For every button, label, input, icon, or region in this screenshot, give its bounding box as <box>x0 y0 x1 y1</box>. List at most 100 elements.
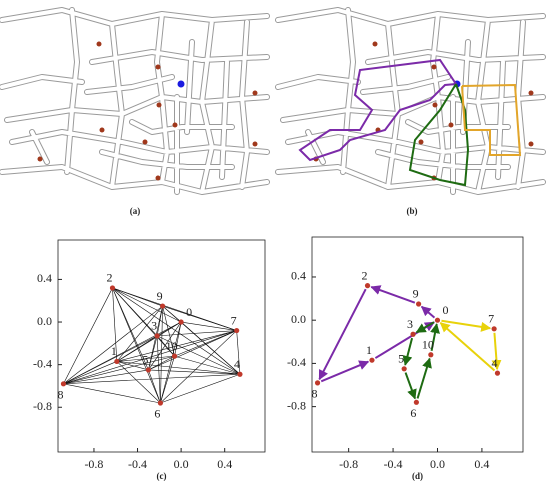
node-label: 7 <box>231 313 237 327</box>
node-label: 8 <box>312 387 318 401</box>
node-label: 1 <box>366 343 372 357</box>
edge <box>63 330 237 385</box>
node <box>114 358 120 365</box>
node <box>234 327 240 334</box>
node <box>410 331 416 337</box>
node <box>413 399 419 405</box>
node <box>369 357 375 363</box>
map-a <box>2 10 267 192</box>
edge <box>157 330 237 337</box>
edge <box>112 287 175 357</box>
node-label: 2 <box>362 268 368 282</box>
plot-frame <box>311 236 524 453</box>
edge <box>112 287 182 323</box>
panel-caption: (c) <box>157 471 167 481</box>
route-edge <box>420 305 436 319</box>
node-label: 5 <box>398 352 404 366</box>
node <box>145 367 152 373</box>
node <box>157 400 164 406</box>
route-edge <box>370 285 416 304</box>
route-edge <box>441 319 492 332</box>
node <box>416 301 422 307</box>
node <box>159 303 166 309</box>
x-tick-label: -0.4 <box>128 457 147 471</box>
edge <box>116 361 161 404</box>
edge <box>148 330 237 371</box>
x-tick-label: 0.0 <box>430 457 445 471</box>
node <box>491 326 497 332</box>
node-label: 10 <box>422 338 434 352</box>
y-tick-label: 0.0 <box>37 314 52 328</box>
edge <box>181 321 237 331</box>
node <box>314 380 321 386</box>
plot: -0.8 -0.4 0.0 0.4 0.4 0.0 -0.4 -0.8 (d) 0 1 2 3 4 5 6 7 8… <box>287 236 524 481</box>
edge <box>162 305 237 331</box>
x-tick-label: 0.0 <box>174 457 189 471</box>
x-tick-label: -0.8 <box>339 457 358 471</box>
edge <box>160 321 182 404</box>
edge <box>116 330 237 362</box>
edge <box>160 373 241 404</box>
edge <box>63 287 113 384</box>
y-tick-label: -0.4 <box>33 356 52 370</box>
node-label: 1 <box>111 344 117 358</box>
node-label: 0 <box>442 303 448 317</box>
route-edge <box>491 332 502 371</box>
edge <box>112 287 161 404</box>
node-label: 0 <box>186 305 192 319</box>
edge <box>148 305 163 371</box>
node <box>60 381 67 387</box>
node <box>237 371 243 377</box>
map-b <box>278 10 543 192</box>
node <box>401 366 407 372</box>
plot-frame <box>57 239 266 453</box>
edge <box>112 287 241 375</box>
edge <box>160 356 175 404</box>
node-label: 8 <box>57 388 63 402</box>
route-edge <box>416 357 432 399</box>
panel-caption: (b) <box>407 206 418 216</box>
edge <box>116 361 240 375</box>
edge <box>148 369 240 375</box>
route-edge <box>430 323 440 352</box>
x-tick-label: 0.4 <box>217 457 232 471</box>
node <box>494 370 501 376</box>
edge <box>160 330 237 404</box>
edge <box>156 335 161 404</box>
edge <box>63 383 161 404</box>
y-tick-label: -0.4 <box>287 355 306 369</box>
edge <box>116 335 158 362</box>
plot: -0.8 -0.4 0.0 0.4 0.4 0.0 -0.4 -0.8 (c) 0 1 2 3 4 5 6 7 8… <box>33 239 266 481</box>
edge <box>174 330 237 357</box>
edge <box>63 305 163 385</box>
edge <box>112 287 118 362</box>
edge <box>116 361 149 371</box>
route-edge <box>402 337 414 366</box>
node-label: 5 <box>142 353 148 367</box>
node <box>364 283 371 289</box>
panel-caption: (a) <box>130 206 141 216</box>
y-tick-label: 0.4 <box>291 269 306 283</box>
node-label: 2 <box>106 271 112 285</box>
node-label: 4 <box>491 356 497 370</box>
route-edge <box>415 321 435 334</box>
node <box>171 353 178 359</box>
panel-caption: (d) <box>412 471 423 481</box>
edge <box>162 305 241 375</box>
x-tick-label: -0.8 <box>84 457 103 471</box>
edge <box>112 287 163 307</box>
edge <box>157 335 241 375</box>
node-label: 10 <box>166 339 178 353</box>
route-edge <box>320 360 370 383</box>
node <box>154 333 160 339</box>
edge <box>174 355 241 375</box>
node-label: 3 <box>407 317 413 331</box>
edge <box>162 305 175 357</box>
route-edge <box>318 288 367 381</box>
node-label: 4 <box>234 357 240 371</box>
edge <box>63 361 117 385</box>
edge <box>63 335 158 385</box>
node <box>428 352 434 358</box>
node-label: 9 <box>157 289 163 303</box>
